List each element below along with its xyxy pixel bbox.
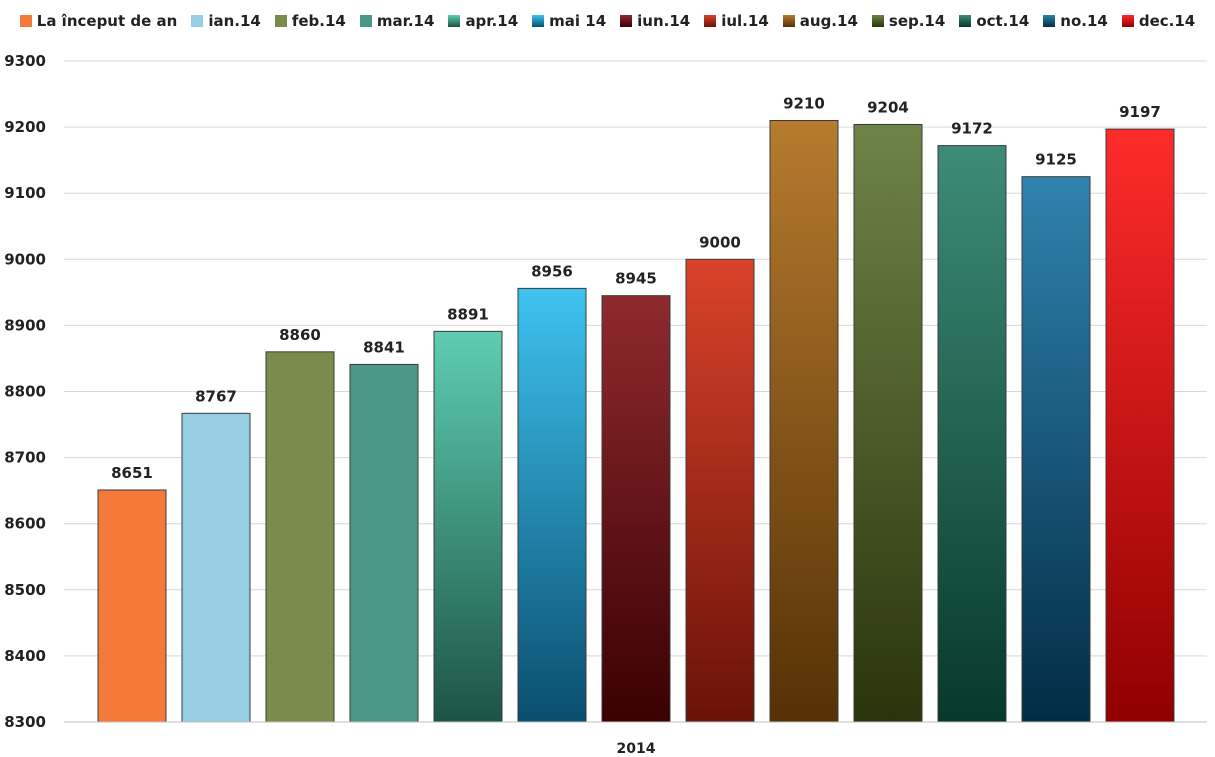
legend-label: aug.14 bbox=[799, 12, 858, 30]
bar-value-label: 8956 bbox=[531, 262, 573, 280]
legend-item[interactable]: mar.14 bbox=[359, 12, 435, 30]
legend-item[interactable]: apr.14 bbox=[448, 12, 518, 30]
legend-label: mai 14 bbox=[549, 12, 607, 30]
legend-swatch bbox=[448, 15, 461, 27]
chart-legend: La început de an ian.14 feb.14 mar.14 apr.14… bbox=[0, 8, 1215, 34]
legend-item[interactable]: feb.14 bbox=[274, 12, 346, 30]
bar-value-label: 9204 bbox=[867, 98, 909, 116]
bar-value-label: 9210 bbox=[783, 94, 825, 112]
legend-swatch bbox=[359, 15, 372, 27]
bar-value-label: 9000 bbox=[699, 233, 741, 251]
legend-swatch bbox=[959, 15, 972, 27]
legend-swatch bbox=[782, 15, 795, 27]
bar-aug-14[interactable] bbox=[769, 119, 839, 723]
bar-sep-14[interactable] bbox=[853, 123, 923, 723]
legend-item[interactable]: iun.14 bbox=[620, 12, 690, 30]
y-tick-label: 8900 bbox=[4, 316, 46, 334]
bar-value-label: 8841 bbox=[363, 338, 405, 356]
y-tick-label: 9100 bbox=[4, 184, 46, 202]
y-tick-label: 8400 bbox=[4, 647, 46, 665]
bar-la-nceput-de-an[interactable] bbox=[97, 489, 167, 723]
legend-label: La început de an bbox=[36, 12, 178, 30]
bar-apr-14[interactable] bbox=[433, 330, 503, 723]
legend-item[interactable]: iul.14 bbox=[704, 12, 769, 30]
y-tick-label: 8800 bbox=[4, 383, 46, 401]
legend-label: iun.14 bbox=[637, 12, 691, 30]
bar-mai-14[interactable] bbox=[517, 287, 587, 723]
legend-label: feb.14 bbox=[291, 12, 346, 30]
bar-value-label: 9125 bbox=[1035, 151, 1077, 169]
bar-iun-14[interactable] bbox=[601, 295, 671, 723]
legend-label: apr.14 bbox=[465, 12, 519, 30]
bar-iul-14[interactable] bbox=[685, 258, 755, 723]
y-tick-label: 8700 bbox=[4, 449, 46, 467]
legend-item[interactable]: ian.14 bbox=[191, 12, 261, 30]
bar-value-label: 8891 bbox=[447, 305, 489, 323]
legend-item[interactable]: sep.14 bbox=[871, 12, 946, 30]
legend-label: sep.14 bbox=[888, 12, 946, 30]
y-tick-label: 8500 bbox=[4, 581, 46, 599]
bar-mar-14[interactable] bbox=[349, 363, 419, 723]
y-tick-label: 9000 bbox=[4, 250, 46, 268]
bar-value-label: 8767 bbox=[195, 387, 237, 405]
legend-item[interactable]: aug.14 bbox=[782, 12, 858, 30]
legend-item[interactable]: oct.14 bbox=[959, 12, 1029, 30]
y-tick-label: 8600 bbox=[4, 515, 46, 533]
legend-item[interactable]: dec.14 bbox=[1121, 12, 1196, 30]
legend-label: no.14 bbox=[1060, 12, 1108, 30]
legend-label: mar.14 bbox=[376, 12, 435, 30]
y-tick-label: 8300 bbox=[4, 713, 46, 731]
y-tick-label: 9200 bbox=[4, 118, 46, 136]
bar-value-label: 9172 bbox=[951, 120, 993, 138]
legend-swatch bbox=[19, 15, 32, 27]
legend-swatch bbox=[532, 15, 545, 27]
legend-swatch bbox=[704, 15, 717, 27]
bar-value-label: 8860 bbox=[279, 326, 321, 344]
legend-swatch bbox=[191, 15, 204, 27]
legend-label: oct.14 bbox=[976, 12, 1030, 30]
bar-value-label: 8651 bbox=[111, 464, 153, 482]
legend-swatch bbox=[274, 15, 287, 27]
legend-item[interactable]: mai 14 bbox=[532, 12, 606, 30]
bar-dec-14[interactable] bbox=[1105, 128, 1175, 723]
bar-oct-14[interactable] bbox=[937, 145, 1007, 723]
bar-value-label: 9197 bbox=[1119, 103, 1161, 121]
bar-feb-14[interactable] bbox=[265, 351, 335, 723]
legend-swatch bbox=[620, 15, 633, 27]
legend-item[interactable]: La început de an bbox=[19, 12, 178, 30]
y-tick-label: 9300 bbox=[4, 52, 46, 70]
legend-label: dec.14 bbox=[1138, 12, 1196, 30]
legend-item[interactable]: no.14 bbox=[1043, 12, 1108, 30]
legend-label: ian.14 bbox=[208, 12, 261, 30]
legend-swatch bbox=[1043, 15, 1056, 27]
legend-label: iul.14 bbox=[721, 12, 769, 30]
legend-swatch bbox=[871, 15, 884, 27]
legend-swatch bbox=[1121, 15, 1134, 27]
bar-value-label: 8945 bbox=[615, 270, 657, 288]
bar-ian-14[interactable] bbox=[181, 412, 251, 723]
bar-no-14[interactable] bbox=[1021, 176, 1091, 723]
x-category-label: 2014 bbox=[617, 741, 656, 757]
